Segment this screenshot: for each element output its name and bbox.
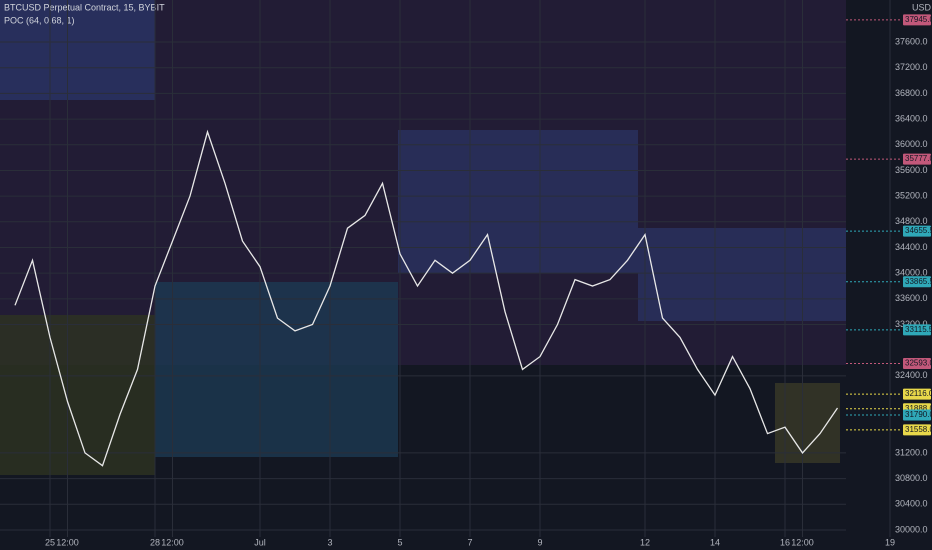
price-line	[14, 129, 839, 467]
price-label: 32116.0	[905, 389, 932, 398]
price-label-bg	[903, 276, 931, 288]
y-tick-label: 37200.0	[895, 62, 928, 72]
y-tick-label: 34000.0	[895, 268, 928, 278]
price-label-bg	[903, 225, 931, 237]
y-tick-label: 34400.0	[895, 242, 928, 252]
price-label: 31558.0	[905, 425, 932, 434]
price-label-bg	[903, 409, 931, 421]
y-tick-label: 35200.0	[895, 190, 928, 200]
price-label: 31790.0	[905, 410, 932, 419]
x-tick-label: 3	[327, 537, 332, 547]
x-tick-label: 12:00	[56, 537, 79, 547]
y-tick-label: 36000.0	[895, 139, 928, 149]
x-tick-label: 12:00	[161, 537, 184, 547]
x-tick-label: 12	[640, 537, 650, 547]
price-label-bg	[903, 388, 931, 400]
x-tick-label: 9	[537, 537, 542, 547]
x-tick-label: 19	[885, 537, 895, 547]
price-axis	[846, 0, 932, 550]
indicator-label: POC (64, 0.68, 1)	[4, 15, 75, 25]
y-tick-label: 32400.0	[895, 370, 928, 380]
price-label-bg	[903, 14, 931, 26]
x-tick-label: 14	[710, 537, 720, 547]
region	[0, 0, 155, 100]
x-tick-label: Jul	[254, 537, 266, 547]
price-label: 33865.5	[905, 277, 932, 286]
chart-title: BTCUSD Perpetual Contract, 15, BYBIT	[4, 2, 165, 12]
y-tick-label: 31200.0	[895, 447, 928, 457]
price-label: 32593.0	[905, 359, 932, 368]
price-label: 35777.0	[905, 154, 932, 163]
y-tick-label: 37600.0	[895, 36, 928, 46]
y-tick-label: 30800.0	[895, 473, 928, 483]
y-tick-label: 30400.0	[895, 499, 928, 509]
price-label-bg	[903, 357, 931, 369]
axis-unit: USD	[912, 2, 932, 12]
x-tick-label: 25	[45, 537, 55, 547]
y-tick-label: 36400.0	[895, 113, 928, 123]
price-label-bg	[903, 324, 931, 336]
y-tick-label: 35600.0	[895, 165, 928, 175]
region	[775, 383, 840, 463]
time-axis	[0, 537, 846, 550]
price-label: 34655.5	[905, 226, 932, 235]
y-tick-label: 33200.0	[895, 319, 928, 329]
price-label: 33115.5	[905, 325, 932, 334]
y-tick-label: 30000.0	[895, 524, 928, 534]
y-tick-label: 34800.0	[895, 216, 928, 226]
y-tick-label: 36800.0	[895, 88, 928, 98]
x-tick-label: 16	[780, 537, 790, 547]
region	[398, 130, 638, 273]
region	[0, 315, 155, 475]
y-tick-label: 33600.0	[895, 293, 928, 303]
x-tick-label: 12:00	[791, 537, 814, 547]
x-tick-label: 7	[467, 537, 472, 547]
region	[155, 282, 398, 457]
price-label-bg	[903, 424, 931, 436]
region	[638, 228, 846, 321]
x-tick-label: 5	[397, 537, 402, 547]
x-tick-label: 28	[150, 537, 160, 547]
price-label: 31888.0	[905, 404, 932, 413]
price-label: 37945.0	[905, 15, 932, 24]
price-label-bg	[903, 153, 931, 165]
